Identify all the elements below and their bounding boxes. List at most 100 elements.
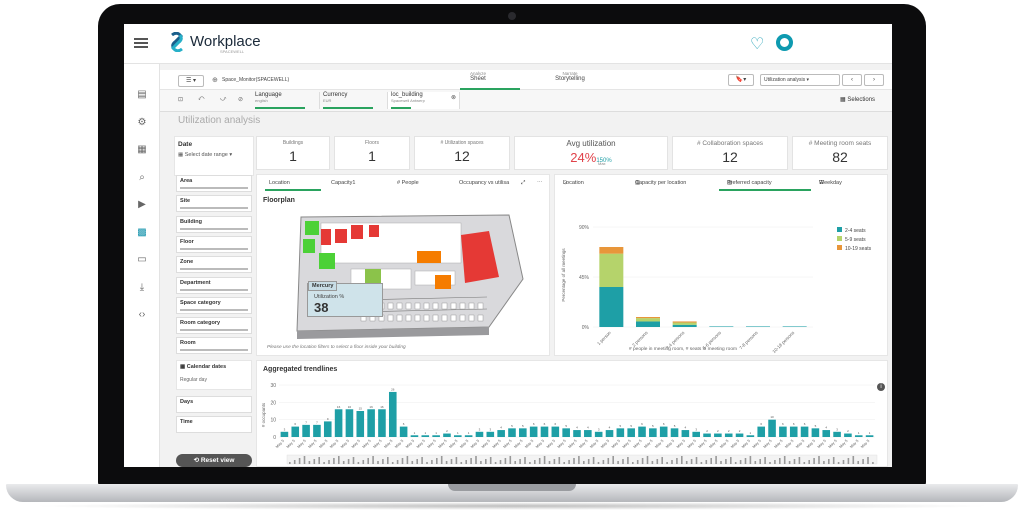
- filter-space-category[interactable]: Space category: [176, 296, 252, 314]
- room-green[interactable]: [319, 253, 335, 269]
- filter-bar: [180, 207, 248, 210]
- mini-bar: [333, 458, 335, 464]
- more-icon[interactable]: ⋯: [537, 180, 543, 186]
- desk: [405, 302, 412, 310]
- filter-building[interactable]: Building: [176, 215, 252, 233]
- tab-narrate[interactable]: Narrate Storytelling: [540, 71, 600, 82]
- search-zoom-icon[interactable]: ⌕: [139, 171, 145, 183]
- trend-bar: [735, 433, 744, 437]
- mini-bar: [597, 462, 600, 464]
- mini-bar: [357, 462, 360, 464]
- clear-all-icon[interactable]: ⊘: [238, 97, 244, 103]
- date-range-picker[interactable]: ▦ Select date range ▾: [178, 152, 233, 158]
- room-red[interactable]: [335, 229, 347, 243]
- calendar-small-icon: ▦: [178, 152, 185, 158]
- user-avatar[interactable]: [776, 34, 793, 51]
- mini-bar: [818, 456, 820, 464]
- room-orange[interactable]: [435, 275, 451, 289]
- x-tick-label: May 5: [676, 439, 686, 449]
- filter-zone[interactable]: Zone: [176, 256, 252, 274]
- info-icon[interactable]: i: [877, 383, 885, 391]
- global-menu-button[interactable]: ☰ ▾: [178, 75, 204, 87]
- room-red-large[interactable]: [461, 231, 499, 283]
- tab-analyze-label: Sheet: [470, 76, 486, 82]
- date-filter[interactable]: Date ▦ Select date range ▾: [174, 136, 254, 176]
- dashboard-icon[interactable]: ▩: [137, 226, 147, 238]
- tab-people[interactable]: # People: [397, 180, 419, 186]
- trend-bar: [573, 430, 581, 437]
- room-lightgreen[interactable]: [365, 269, 381, 283]
- calendar-gear-icon[interactable]: ⚙: [137, 116, 147, 128]
- tab-location[interactable]: Location: [269, 180, 290, 186]
- filter-site[interactable]: Site: [176, 195, 252, 213]
- selection-language[interactable]: Language english: [252, 92, 320, 109]
- clear-selection-icon[interactable]: ⊗: [450, 95, 456, 101]
- trend-data-label: 4: [587, 426, 589, 430]
- x-tick-label: May 5: [687, 439, 697, 449]
- reset-view-button[interactable]: ⟲ Reset view: [176, 454, 252, 467]
- filter-label: Space category: [180, 299, 221, 306]
- filter-area[interactable]: Area: [176, 175, 252, 192]
- selection-bar: [391, 107, 411, 109]
- step-forward-icon[interactable]: ⤻: [220, 96, 227, 102]
- smart-search-icon[interactable]: ⊡: [178, 97, 184, 103]
- mini-bar: [808, 460, 810, 464]
- mini-bar: [681, 456, 683, 464]
- trend-bar: [508, 428, 516, 437]
- code-icon[interactable]: ‹›: [138, 309, 146, 320]
- trendlines-chart: 30 20 10 0 # occupants 3 May 5 6 May 5 7 May 5 7 May…: [261, 383, 878, 465]
- desk: [468, 302, 475, 310]
- bar-chart-icon[interactable]: ▤: [137, 89, 147, 100]
- filter-room[interactable]: Room: [176, 337, 252, 355]
- prev-sheet-button[interactable]: ‹: [842, 74, 862, 86]
- kpi-meeting-room-seats: # Meeting room seats 82: [792, 136, 888, 170]
- mini-bar: [509, 456, 512, 464]
- favorite-heart-icon[interactable]: ♡: [750, 36, 765, 53]
- step-back-icon[interactable]: ⤺: [198, 96, 205, 102]
- room-green[interactable]: [305, 221, 319, 235]
- filter-floor[interactable]: Floor: [176, 235, 252, 253]
- monitor-icon[interactable]: ▭: [137, 254, 147, 265]
- room-red[interactable]: [321, 229, 331, 245]
- bookmark-button[interactable]: 🔖▾: [728, 74, 754, 86]
- desk: [459, 314, 466, 322]
- tab-analyze[interactable]: Analyze Sheet: [448, 71, 508, 82]
- kpi-buildings: Buildings 1: [256, 136, 330, 170]
- next-sheet-button[interactable]: ›: [864, 74, 884, 86]
- mini-bar: [612, 456, 614, 464]
- trend-bar: [302, 424, 310, 437]
- mini-bar: [318, 457, 320, 464]
- filter-room-category[interactable]: Room category: [176, 317, 252, 335]
- x-tick-label: May 5: [318, 439, 328, 449]
- room-red[interactable]: [369, 225, 379, 237]
- kpi-value: 1: [289, 148, 297, 164]
- trend-bar: [724, 433, 733, 437]
- mini-bar: [872, 462, 874, 464]
- mini-bar: [548, 461, 551, 464]
- x-tick-label: May 5: [513, 439, 523, 449]
- room-red[interactable]: [351, 225, 363, 239]
- floorplan-3d[interactable]: [291, 209, 531, 339]
- selections-panel-button[interactable]: ▦ Selections: [840, 96, 875, 103]
- play-icon[interactable]: ▶: [138, 199, 146, 210]
- desk: [432, 302, 439, 310]
- filter-department[interactable]: Department: [176, 276, 252, 294]
- expand-icon[interactable]: ⤢: [521, 180, 526, 186]
- room-orange[interactable]: [417, 251, 441, 263]
- room-green[interactable]: [303, 239, 315, 253]
- mini-bar: [411, 461, 414, 464]
- filter-time[interactable]: Time: [176, 416, 252, 433]
- menu-icon[interactable]: [134, 38, 148, 48]
- sheet-selector[interactable]: Utilization analysis ▾: [760, 74, 840, 86]
- calendar-icon[interactable]: ▦: [137, 144, 147, 155]
- kpi-label: Avg utilization: [566, 139, 616, 148]
- selection-currency[interactable]: Currency EUR: [320, 92, 388, 109]
- mini-bar: [783, 456, 786, 464]
- tab-occupancy[interactable]: Occupancy vs utilisa: [459, 180, 510, 186]
- selection-building[interactable]: loc_building Spacewell Antwerp ⊗: [388, 92, 460, 109]
- tab-capacity[interactable]: Capacity1: [331, 180, 356, 186]
- filter-days[interactable]: Days: [176, 396, 252, 413]
- calendar-dates-value: Regular day: [180, 377, 207, 383]
- download-icon[interactable]: ⤓: [139, 281, 145, 293]
- calendar-dates-filter[interactable]: ▦ Calendar dates Regular day: [176, 360, 252, 390]
